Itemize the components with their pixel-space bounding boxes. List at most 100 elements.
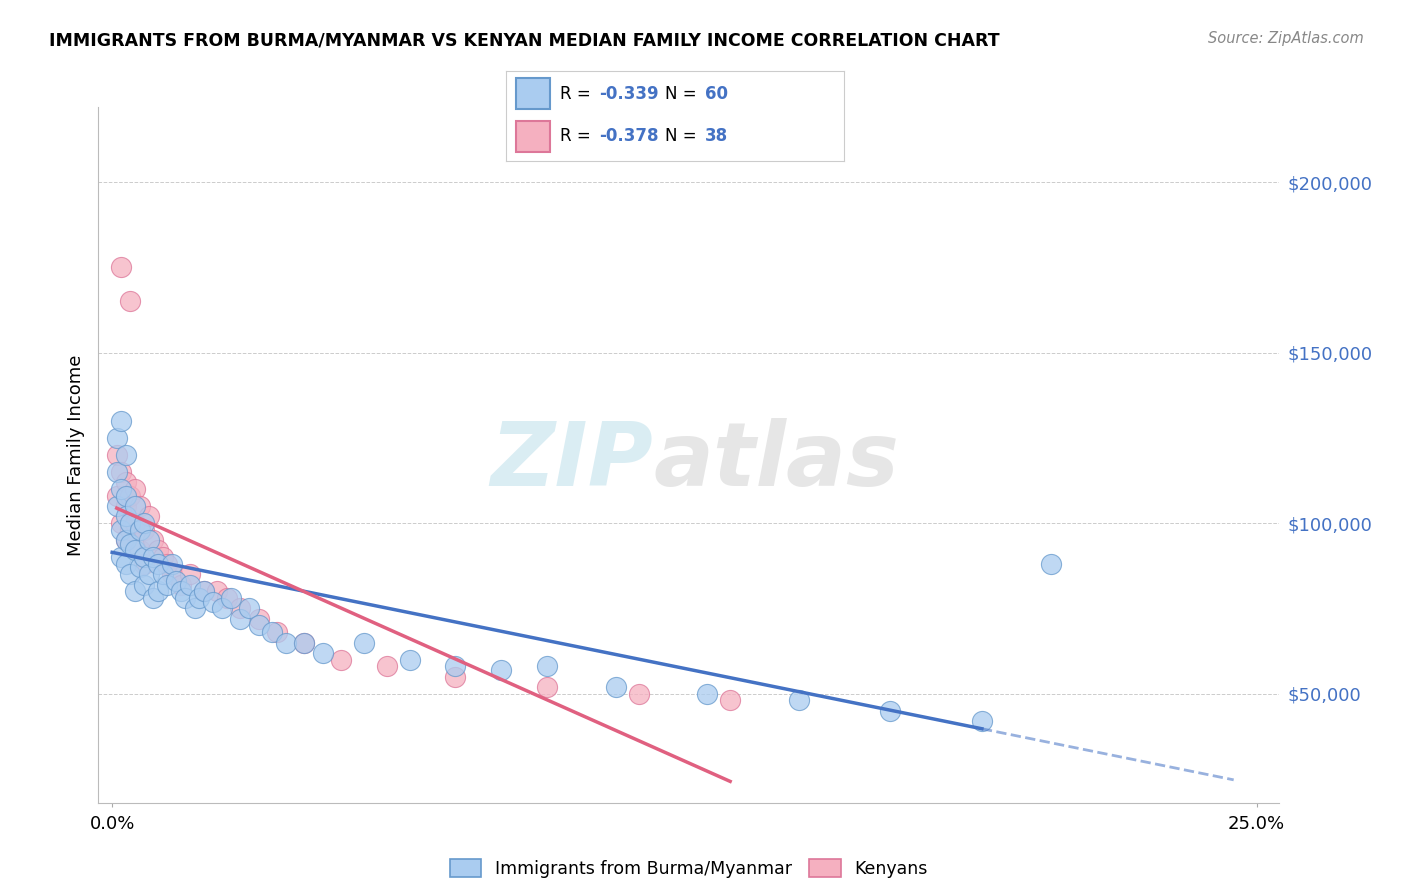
Text: atlas: atlas [654, 418, 900, 506]
Point [134, 557, 156, 571]
Point [146, 557, 169, 571]
Point [120, 489, 142, 503]
Point [120, 516, 142, 530]
Point [120, 523, 142, 537]
Point [134, 550, 156, 565]
Point [211, 601, 233, 615]
Point [156, 577, 179, 591]
Point [138, 509, 160, 524]
Point [183, 601, 205, 615]
Text: Source: ZipAtlas.com: Source: ZipAtlas.com [1208, 31, 1364, 46]
Point [124, 499, 146, 513]
Point [375, 659, 398, 673]
Point [110, 516, 132, 530]
Point [146, 543, 169, 558]
Point [238, 601, 260, 615]
Text: R =: R = [560, 128, 596, 145]
Point [124, 543, 146, 558]
Point [138, 567, 160, 582]
Point [294, 635, 316, 649]
Point [207, 584, 229, 599]
Point [110, 414, 132, 428]
Point [128, 499, 150, 513]
Text: 38: 38 [706, 128, 728, 145]
Point [247, 618, 270, 632]
Point [605, 680, 627, 694]
Point [174, 591, 197, 606]
Point [201, 594, 224, 608]
Point [215, 591, 238, 606]
Point [193, 584, 215, 599]
Point [170, 584, 193, 599]
Point [124, 584, 146, 599]
FancyBboxPatch shape [516, 78, 550, 109]
Point [115, 509, 138, 524]
Point [152, 550, 174, 565]
Point [353, 635, 375, 649]
Point [179, 577, 201, 591]
Point [115, 448, 138, 462]
Point [787, 693, 810, 707]
Point [134, 523, 156, 537]
Point [160, 567, 183, 582]
Point [229, 612, 252, 626]
Text: R =: R = [560, 85, 596, 103]
Point [128, 560, 150, 574]
Point [398, 652, 420, 666]
Point [138, 533, 160, 548]
Point [266, 625, 288, 640]
Point [105, 448, 128, 462]
Point [134, 516, 156, 530]
Point [115, 499, 138, 513]
Text: IMMIGRANTS FROM BURMA/MYANMAR VS KENYAN MEDIAN FAMILY INCOME CORRELATION CHART: IMMIGRANTS FROM BURMA/MYANMAR VS KENYAN … [49, 31, 1000, 49]
Text: 60: 60 [706, 85, 728, 103]
Point [444, 659, 467, 673]
Text: -0.378: -0.378 [599, 128, 658, 145]
Text: N =: N = [665, 85, 702, 103]
Point [128, 523, 150, 537]
Text: -0.339: -0.339 [599, 85, 658, 103]
Point [115, 557, 138, 571]
Point [105, 499, 128, 513]
Point [115, 533, 138, 548]
Point [536, 680, 558, 694]
Point [179, 567, 201, 582]
Point [120, 536, 142, 550]
Point [160, 557, 183, 571]
Point [627, 687, 650, 701]
Point [188, 591, 211, 606]
Point [170, 577, 193, 591]
Point [120, 567, 142, 582]
Point [115, 475, 138, 490]
Point [110, 550, 132, 565]
Point [1039, 557, 1062, 571]
Point [312, 646, 335, 660]
Point [156, 557, 179, 571]
Point [128, 543, 150, 558]
Point [110, 260, 132, 275]
Point [696, 687, 718, 701]
Point [165, 574, 187, 588]
Point [330, 652, 353, 666]
Point [247, 612, 270, 626]
FancyBboxPatch shape [516, 121, 550, 152]
Text: ZIP: ZIP [491, 418, 654, 506]
Point [142, 533, 165, 548]
Point [142, 591, 165, 606]
Point [134, 577, 156, 591]
Point [879, 704, 901, 718]
Point [262, 625, 284, 640]
Point [105, 431, 128, 445]
Point [718, 693, 741, 707]
Text: N =: N = [665, 128, 702, 145]
Point [115, 489, 138, 503]
Point [110, 523, 132, 537]
Point [110, 482, 132, 496]
Point [536, 659, 558, 673]
Point [219, 591, 242, 606]
Point [294, 635, 316, 649]
Legend: Immigrants from Burma/Myanmar, Kenyans: Immigrants from Burma/Myanmar, Kenyans [450, 859, 928, 878]
Point [124, 482, 146, 496]
Point [152, 567, 174, 582]
Point [274, 635, 297, 649]
